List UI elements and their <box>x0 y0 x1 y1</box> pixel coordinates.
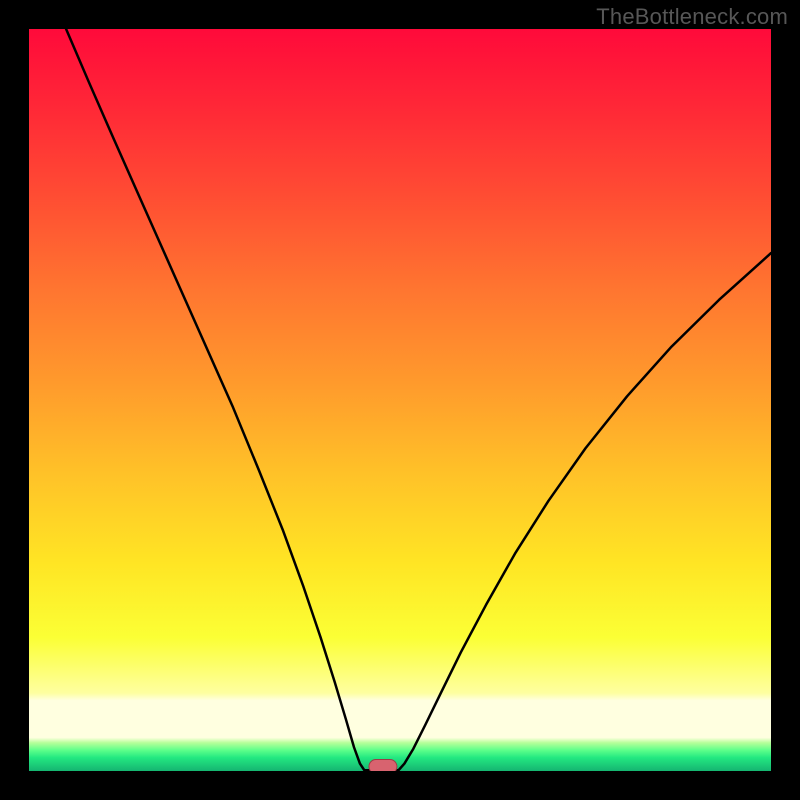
gradient-background <box>29 29 771 771</box>
outer-frame: TheBottleneck.com <box>0 0 800 800</box>
value-marker <box>369 760 397 771</box>
plot-area <box>29 29 771 771</box>
chart-svg <box>29 29 771 771</box>
watermark-text: TheBottleneck.com <box>596 4 788 30</box>
